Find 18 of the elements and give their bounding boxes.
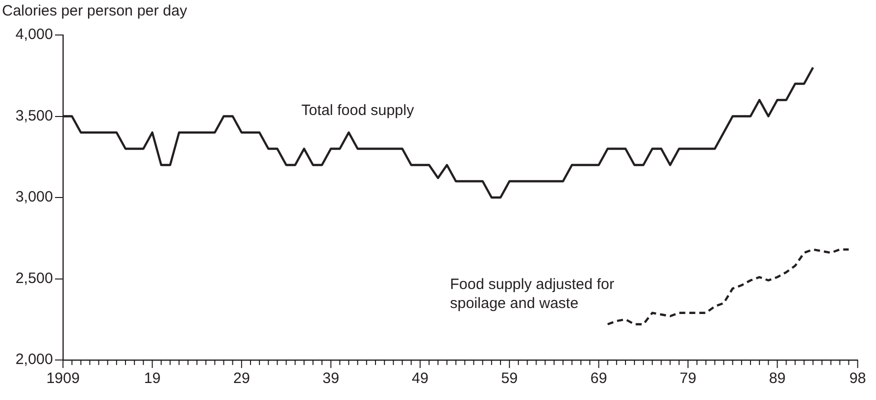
x-tick-label: 69 — [590, 370, 608, 388]
x-tick-label: 1909 — [46, 370, 80, 388]
x-tick-label: 79 — [680, 370, 696, 388]
y-tick-label: 2,500 — [15, 270, 53, 287]
x-tick-label: 29 — [233, 370, 250, 388]
y-tick-label: 3,500 — [15, 107, 53, 124]
y-axis-title: Calories per person per day — [2, 2, 188, 20]
y-tick-label: 3,000 — [15, 188, 53, 206]
y-tick-label: 4,000 — [15, 26, 53, 44]
y-tick-label: 2,000 — [15, 351, 53, 368]
x-tick-label: 89 — [768, 370, 786, 388]
series-label: Food supply adjusted for spoilage and waste — [450, 276, 614, 312]
x-tick-label: 98 — [849, 370, 866, 388]
x-tick-label: 39 — [322, 370, 340, 388]
x-tick-label: 19 — [144, 370, 161, 388]
series-label: Total food supply — [301, 102, 414, 119]
x-tick-label: 59 — [501, 370, 518, 388]
x-tick-label: 49 — [412, 370, 428, 388]
